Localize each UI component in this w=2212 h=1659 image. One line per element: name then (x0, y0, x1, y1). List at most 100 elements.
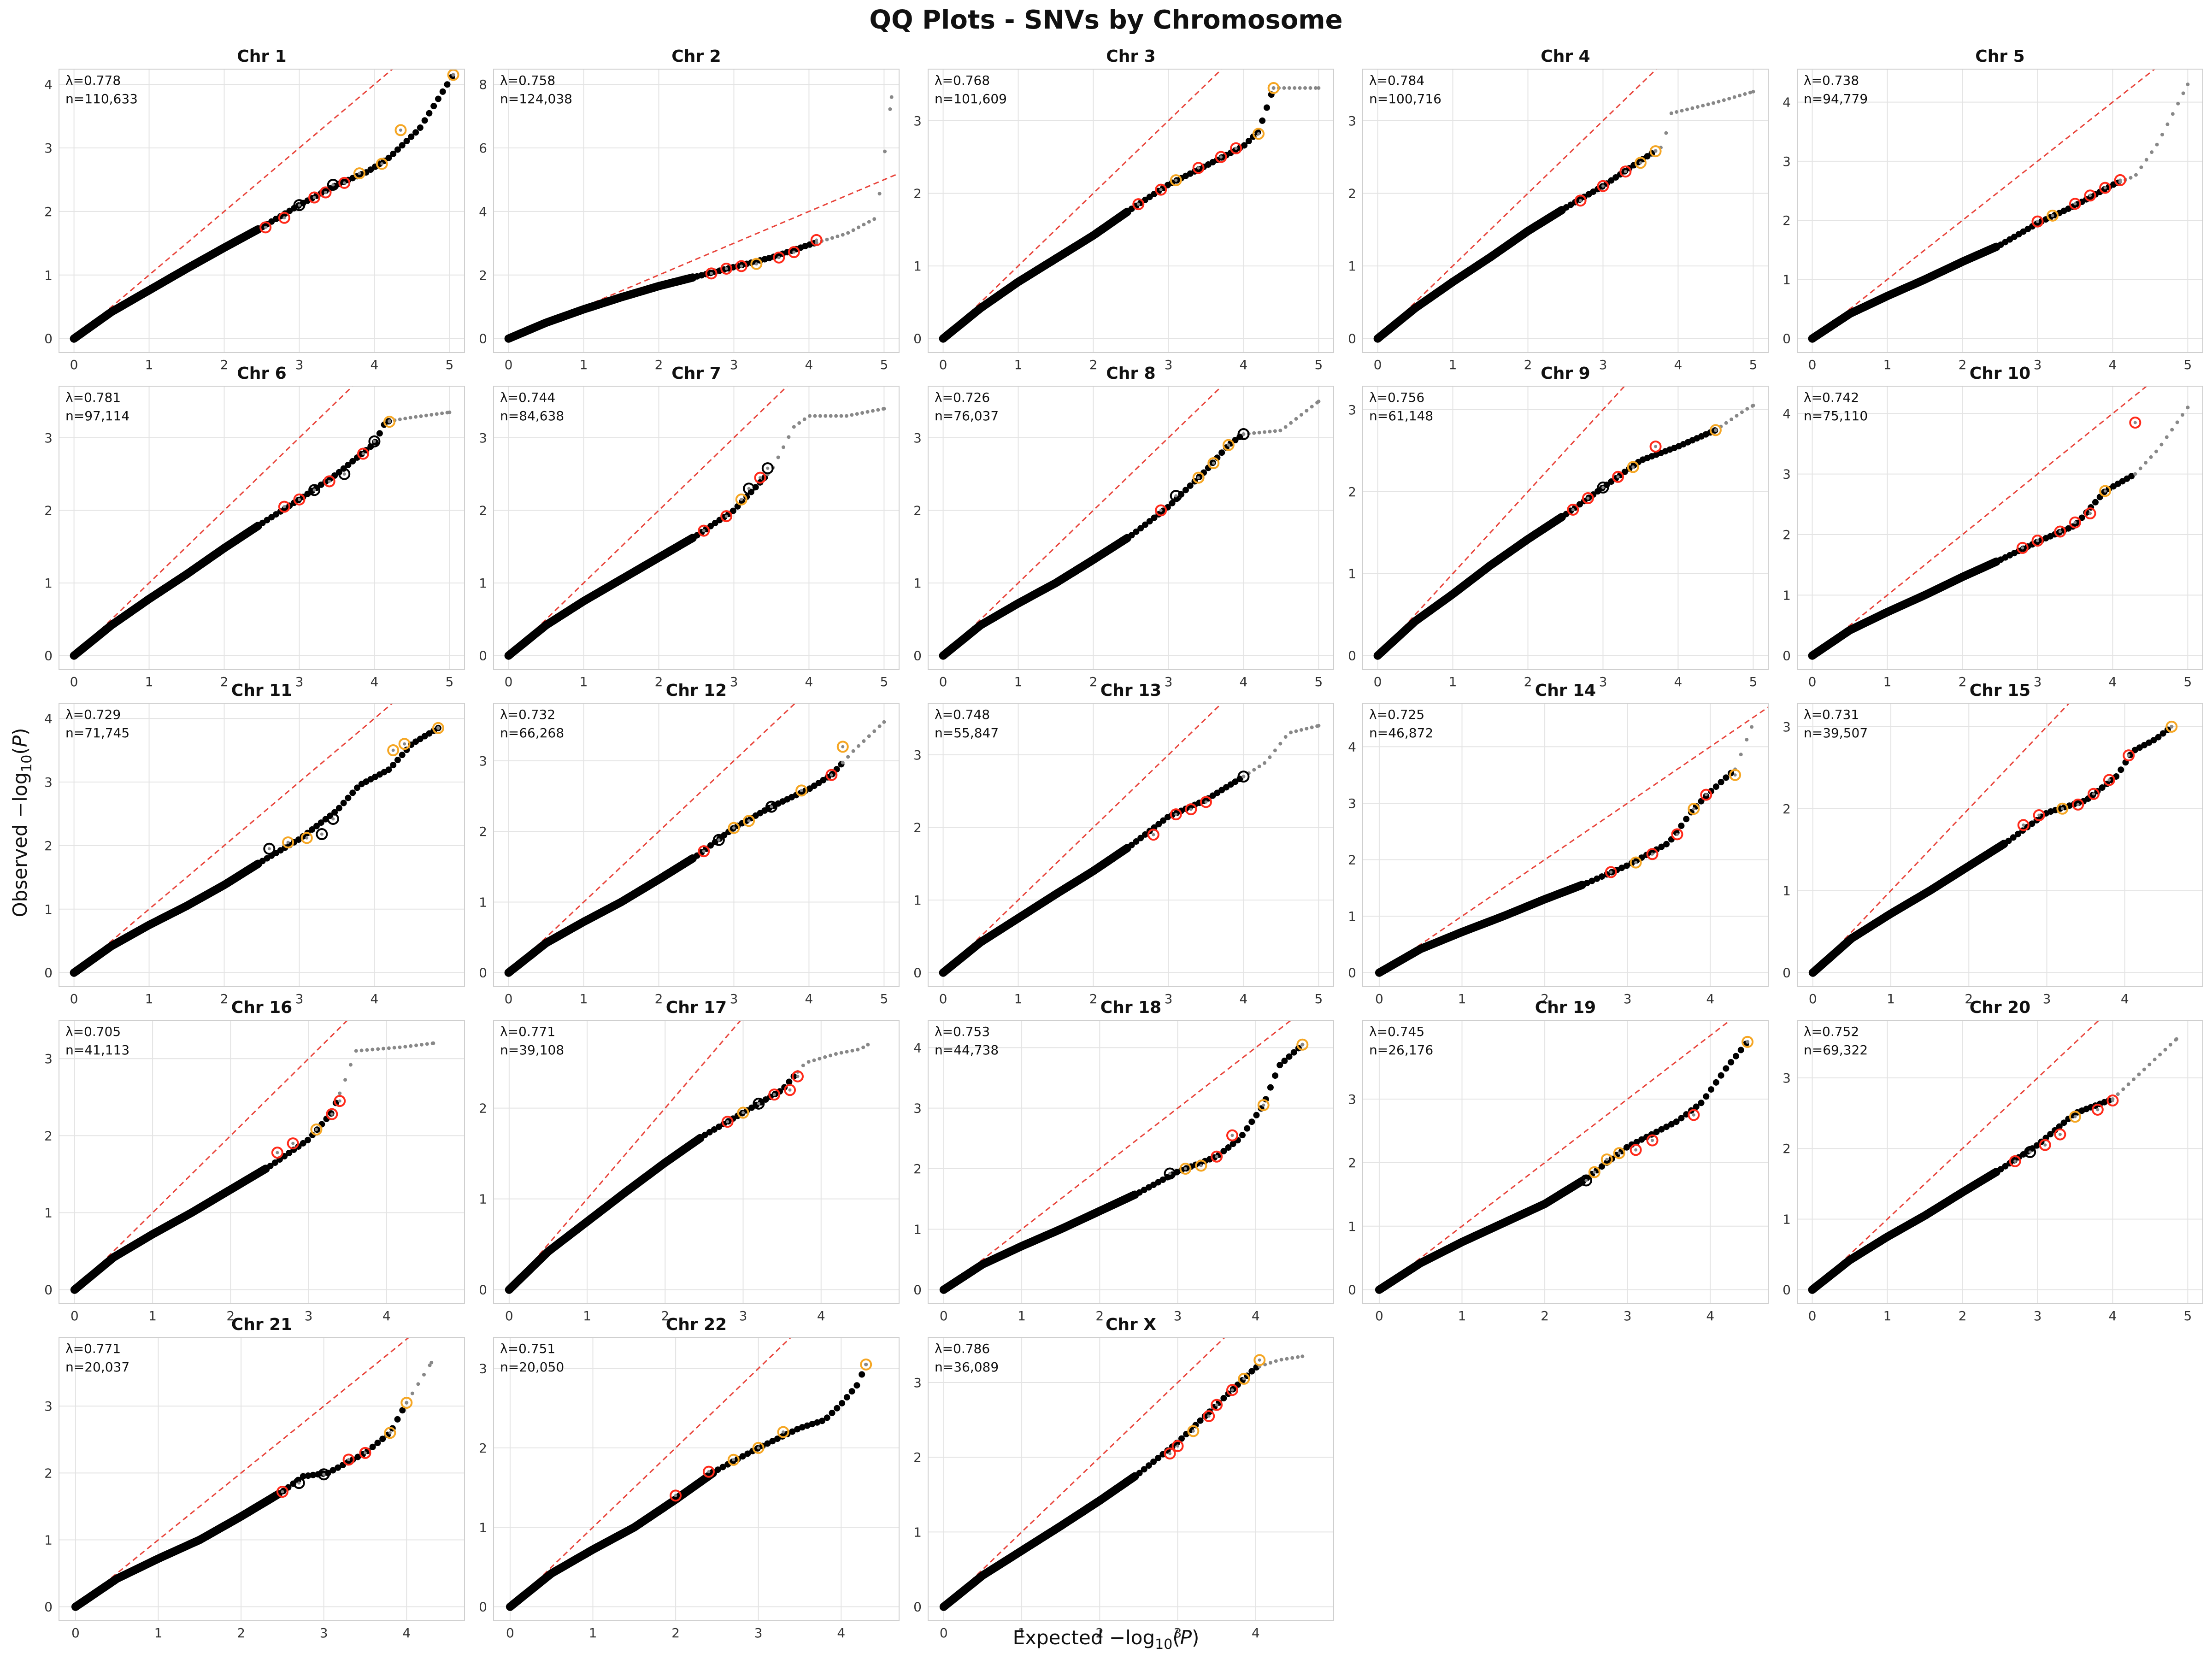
highlight-marker-dot (1168, 1172, 1172, 1176)
highlight-marker-red (754, 471, 766, 484)
y-tick-label: 0 (1348, 331, 1356, 347)
highlight-marker-orange (2069, 1111, 2081, 1123)
y-tick-label: 2 (913, 186, 922, 201)
highlight-marker-orange (1253, 128, 1265, 140)
qq-point (295, 1143, 302, 1150)
x-tick-label: 0 (70, 991, 78, 1006)
highlight-marker-red (1155, 183, 1167, 196)
x-tick-label: 3 (754, 1625, 763, 1641)
x-tick-label: 0 (505, 357, 513, 372)
y-tick-label: 2 (1348, 1155, 1356, 1171)
highlight-marker-dot (388, 1431, 392, 1435)
qq-tail-point (1289, 730, 1293, 735)
highlight-marker-dot (452, 73, 455, 76)
qq-panel-chr-20: 0 1 2 3 4 5 0 1 2 3 Chr 20 λ=0.752 n=69,322 (1783, 998, 2203, 1324)
qq-tail-point (1738, 94, 1742, 98)
qq-point (697, 1135, 704, 1141)
x-tick-label: 0 (1809, 991, 1817, 1006)
qq-tail-point (1735, 414, 1739, 418)
highlight-marker-orange (282, 836, 294, 848)
qq-point (2150, 737, 2157, 744)
qq-tail-point (403, 1045, 407, 1049)
x-tick-label: 0 (505, 1308, 513, 1324)
highlight-marker-dot (331, 817, 335, 821)
qq-tail-point (1294, 417, 1298, 421)
qq-tail-point (1268, 1361, 1272, 1365)
highlight-marker-dot (380, 162, 384, 165)
qq-tail-point (2181, 91, 2185, 95)
qq-tail-point (846, 231, 850, 235)
x-tick-label: 2 (1524, 674, 1532, 689)
highlight-marker-dot (1152, 833, 1155, 836)
reference-line (942, 69, 1223, 339)
qq-point (390, 150, 397, 157)
highlight-marker-dot (1675, 832, 1679, 836)
y-tick-label: 2 (1783, 1141, 1791, 1156)
qq-point (399, 142, 406, 149)
highlight-marker-dot (2118, 178, 2122, 182)
lambda-annotation: λ=0.768 (935, 73, 990, 88)
qq-point (2092, 499, 2099, 506)
x-tick-label: 5 (2183, 1308, 2192, 1324)
panel-title: Chr 6 (237, 364, 286, 383)
highlight-marker-red (2106, 1094, 2119, 1107)
panel-frame (928, 1020, 1334, 1304)
y-tick-label: 1 (44, 268, 53, 283)
qq-tail-point (2150, 150, 2154, 154)
qq-bulk-points (504, 534, 697, 660)
y-tick-label: 0 (1348, 1282, 1356, 1298)
x-tick-label: 1 (1887, 991, 1895, 1006)
n-annotation: n=46,872 (1369, 725, 1433, 741)
highlight-marker-red (698, 524, 710, 537)
highlight-marker-red (293, 493, 306, 506)
qq-tail-point (431, 1041, 435, 1045)
highlight-marker-orange (1253, 1354, 1266, 1366)
highlight-marker-red (1605, 866, 1617, 878)
x-tick-label: 5 (2183, 357, 2192, 372)
highlight-marker-dot (1262, 1103, 1265, 1107)
qq-tail-point (1706, 102, 1710, 106)
qq-tail-point (2165, 122, 2170, 126)
qq-tail-point (850, 1048, 854, 1053)
highlight-marker-dot (1651, 1139, 1654, 1142)
qq-point (716, 1124, 723, 1130)
y-tick-label: 1 (1783, 1212, 1791, 1227)
highlight-marker-red (2031, 535, 2044, 547)
highlight-marker-red (1597, 180, 1609, 192)
y-tick-label: 2 (913, 503, 922, 518)
highlight-marker-dot (1579, 199, 1583, 202)
y-tick-label: 3 (44, 1399, 53, 1414)
highlight-marker-orange (2165, 720, 2178, 733)
qq-tail-point (429, 413, 434, 417)
highlight-marker-orange (860, 1358, 872, 1371)
qq-tail-point (1283, 735, 1288, 739)
n-annotation: n=94,779 (1804, 91, 1868, 106)
qq-tail-point (2134, 173, 2138, 177)
panel-title: Chr 18 (1100, 998, 1161, 1017)
n-annotation: n=55,847 (935, 725, 999, 741)
panel-frame (493, 703, 900, 987)
highlight-marker-dot (702, 849, 706, 853)
y-tick-label: 0 (913, 648, 922, 664)
reference-line (1377, 386, 1625, 656)
y-tick-label: 0 (479, 648, 487, 664)
highlight-marker-red (359, 1447, 371, 1459)
highlight-marker-orange (447, 69, 459, 81)
highlight-marker-orange (777, 1426, 789, 1438)
qq-point (2047, 1131, 2054, 1138)
panel-title: Chr 20 (1970, 998, 2030, 1017)
highlight-marker-dot (1571, 508, 1575, 512)
qq-tail-point (1293, 86, 1297, 90)
qq-tail-point (1273, 429, 1277, 433)
qq-tail-point (422, 1372, 426, 1377)
qq-point (385, 154, 392, 161)
x-tick-label: 0 (940, 1625, 948, 1641)
qq-tail-point (365, 1048, 369, 1052)
highlight-marker-orange (1207, 457, 1220, 470)
lambda-annotation: λ=0.725 (1369, 707, 1424, 722)
x-axis-label: Expected −log10(P) (1013, 1626, 1200, 1653)
highlight-marker-dot (1609, 870, 1613, 874)
x-tick-label: 4 (371, 357, 379, 372)
highlight-marker-dot (1183, 1167, 1187, 1171)
qq-tail-point (2174, 1037, 2178, 1041)
